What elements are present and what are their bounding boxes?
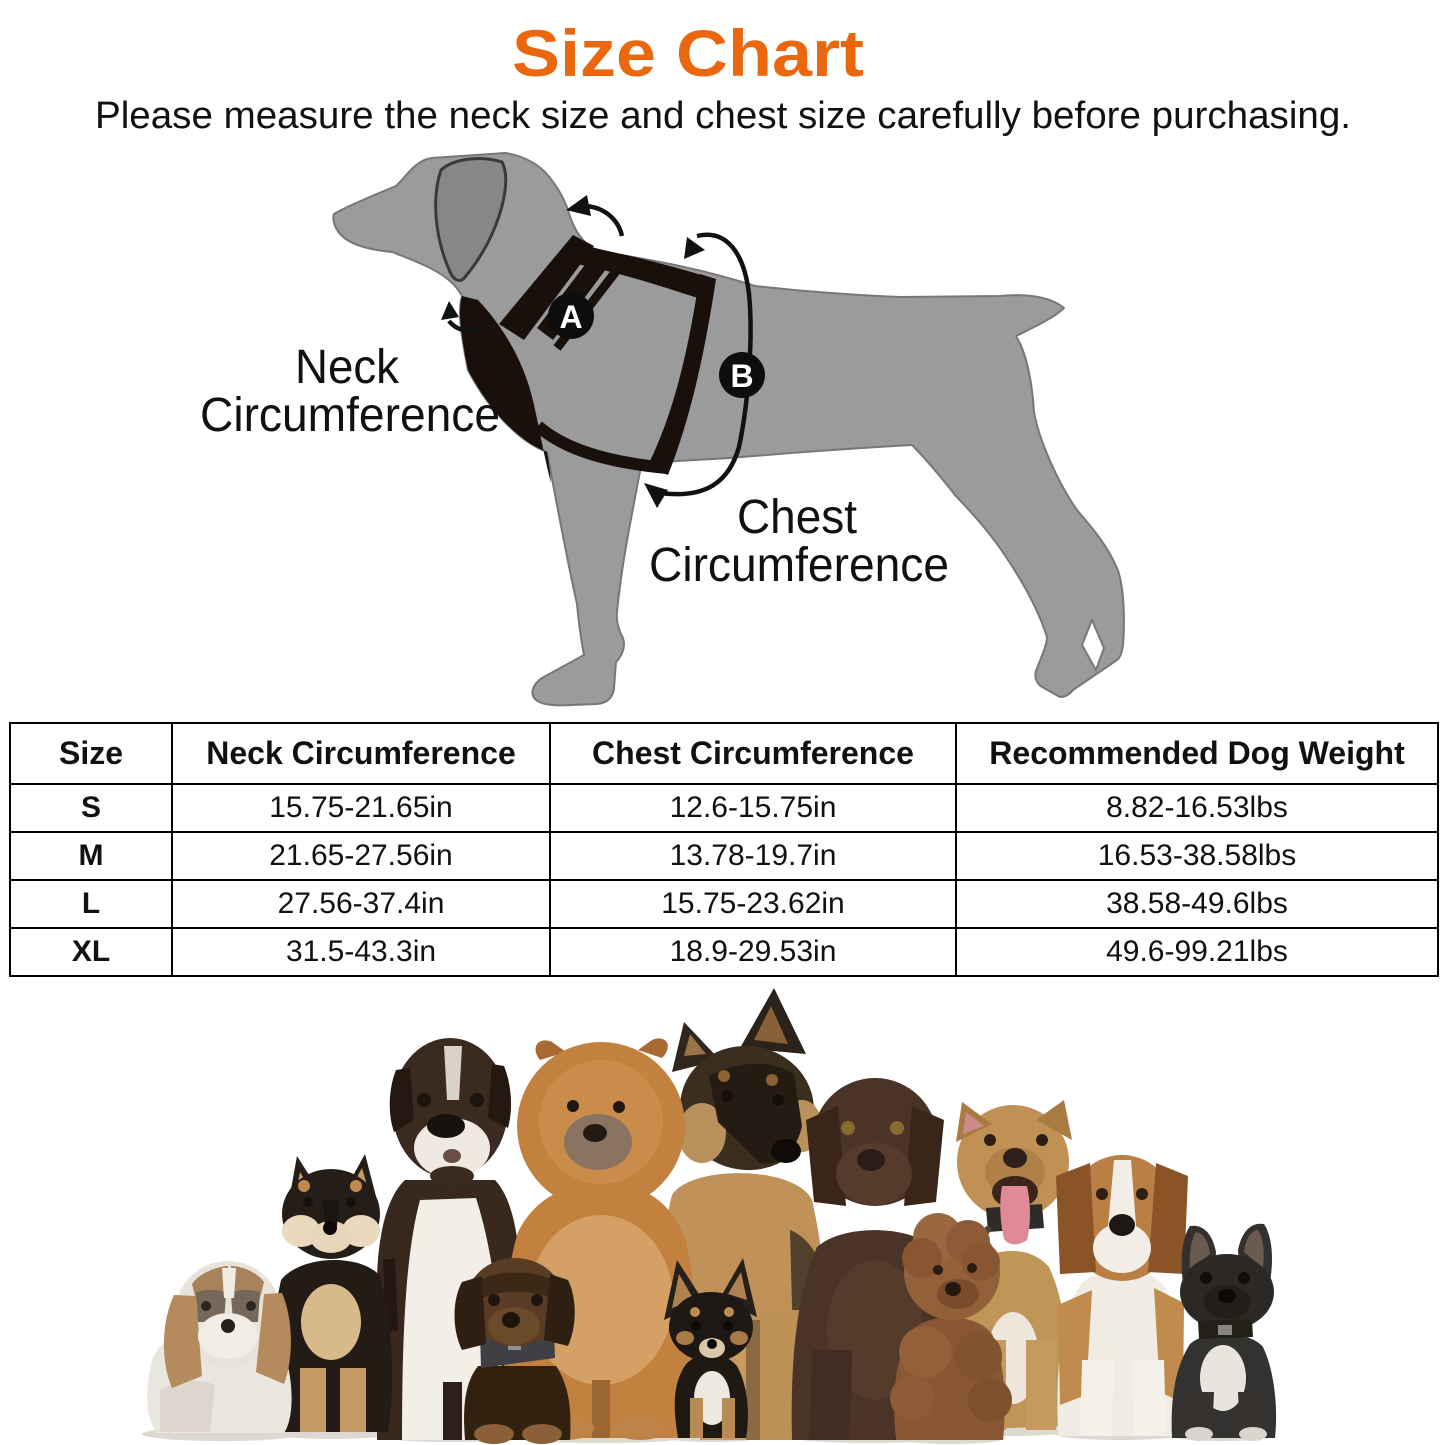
svg-text:Chest: Chest (737, 491, 857, 544)
svg-text:B: B (730, 358, 753, 394)
svg-text:A: A (559, 299, 582, 335)
svg-text:Size Chart: Size Chart (512, 16, 864, 90)
svg-text:Please measure the neck size a: Please measure the neck size and chest s… (95, 95, 1351, 137)
svg-text:Circumference: Circumference (649, 539, 949, 592)
svg-text:Circumference: Circumference (200, 389, 500, 442)
svg-text:Neck: Neck (295, 341, 400, 394)
